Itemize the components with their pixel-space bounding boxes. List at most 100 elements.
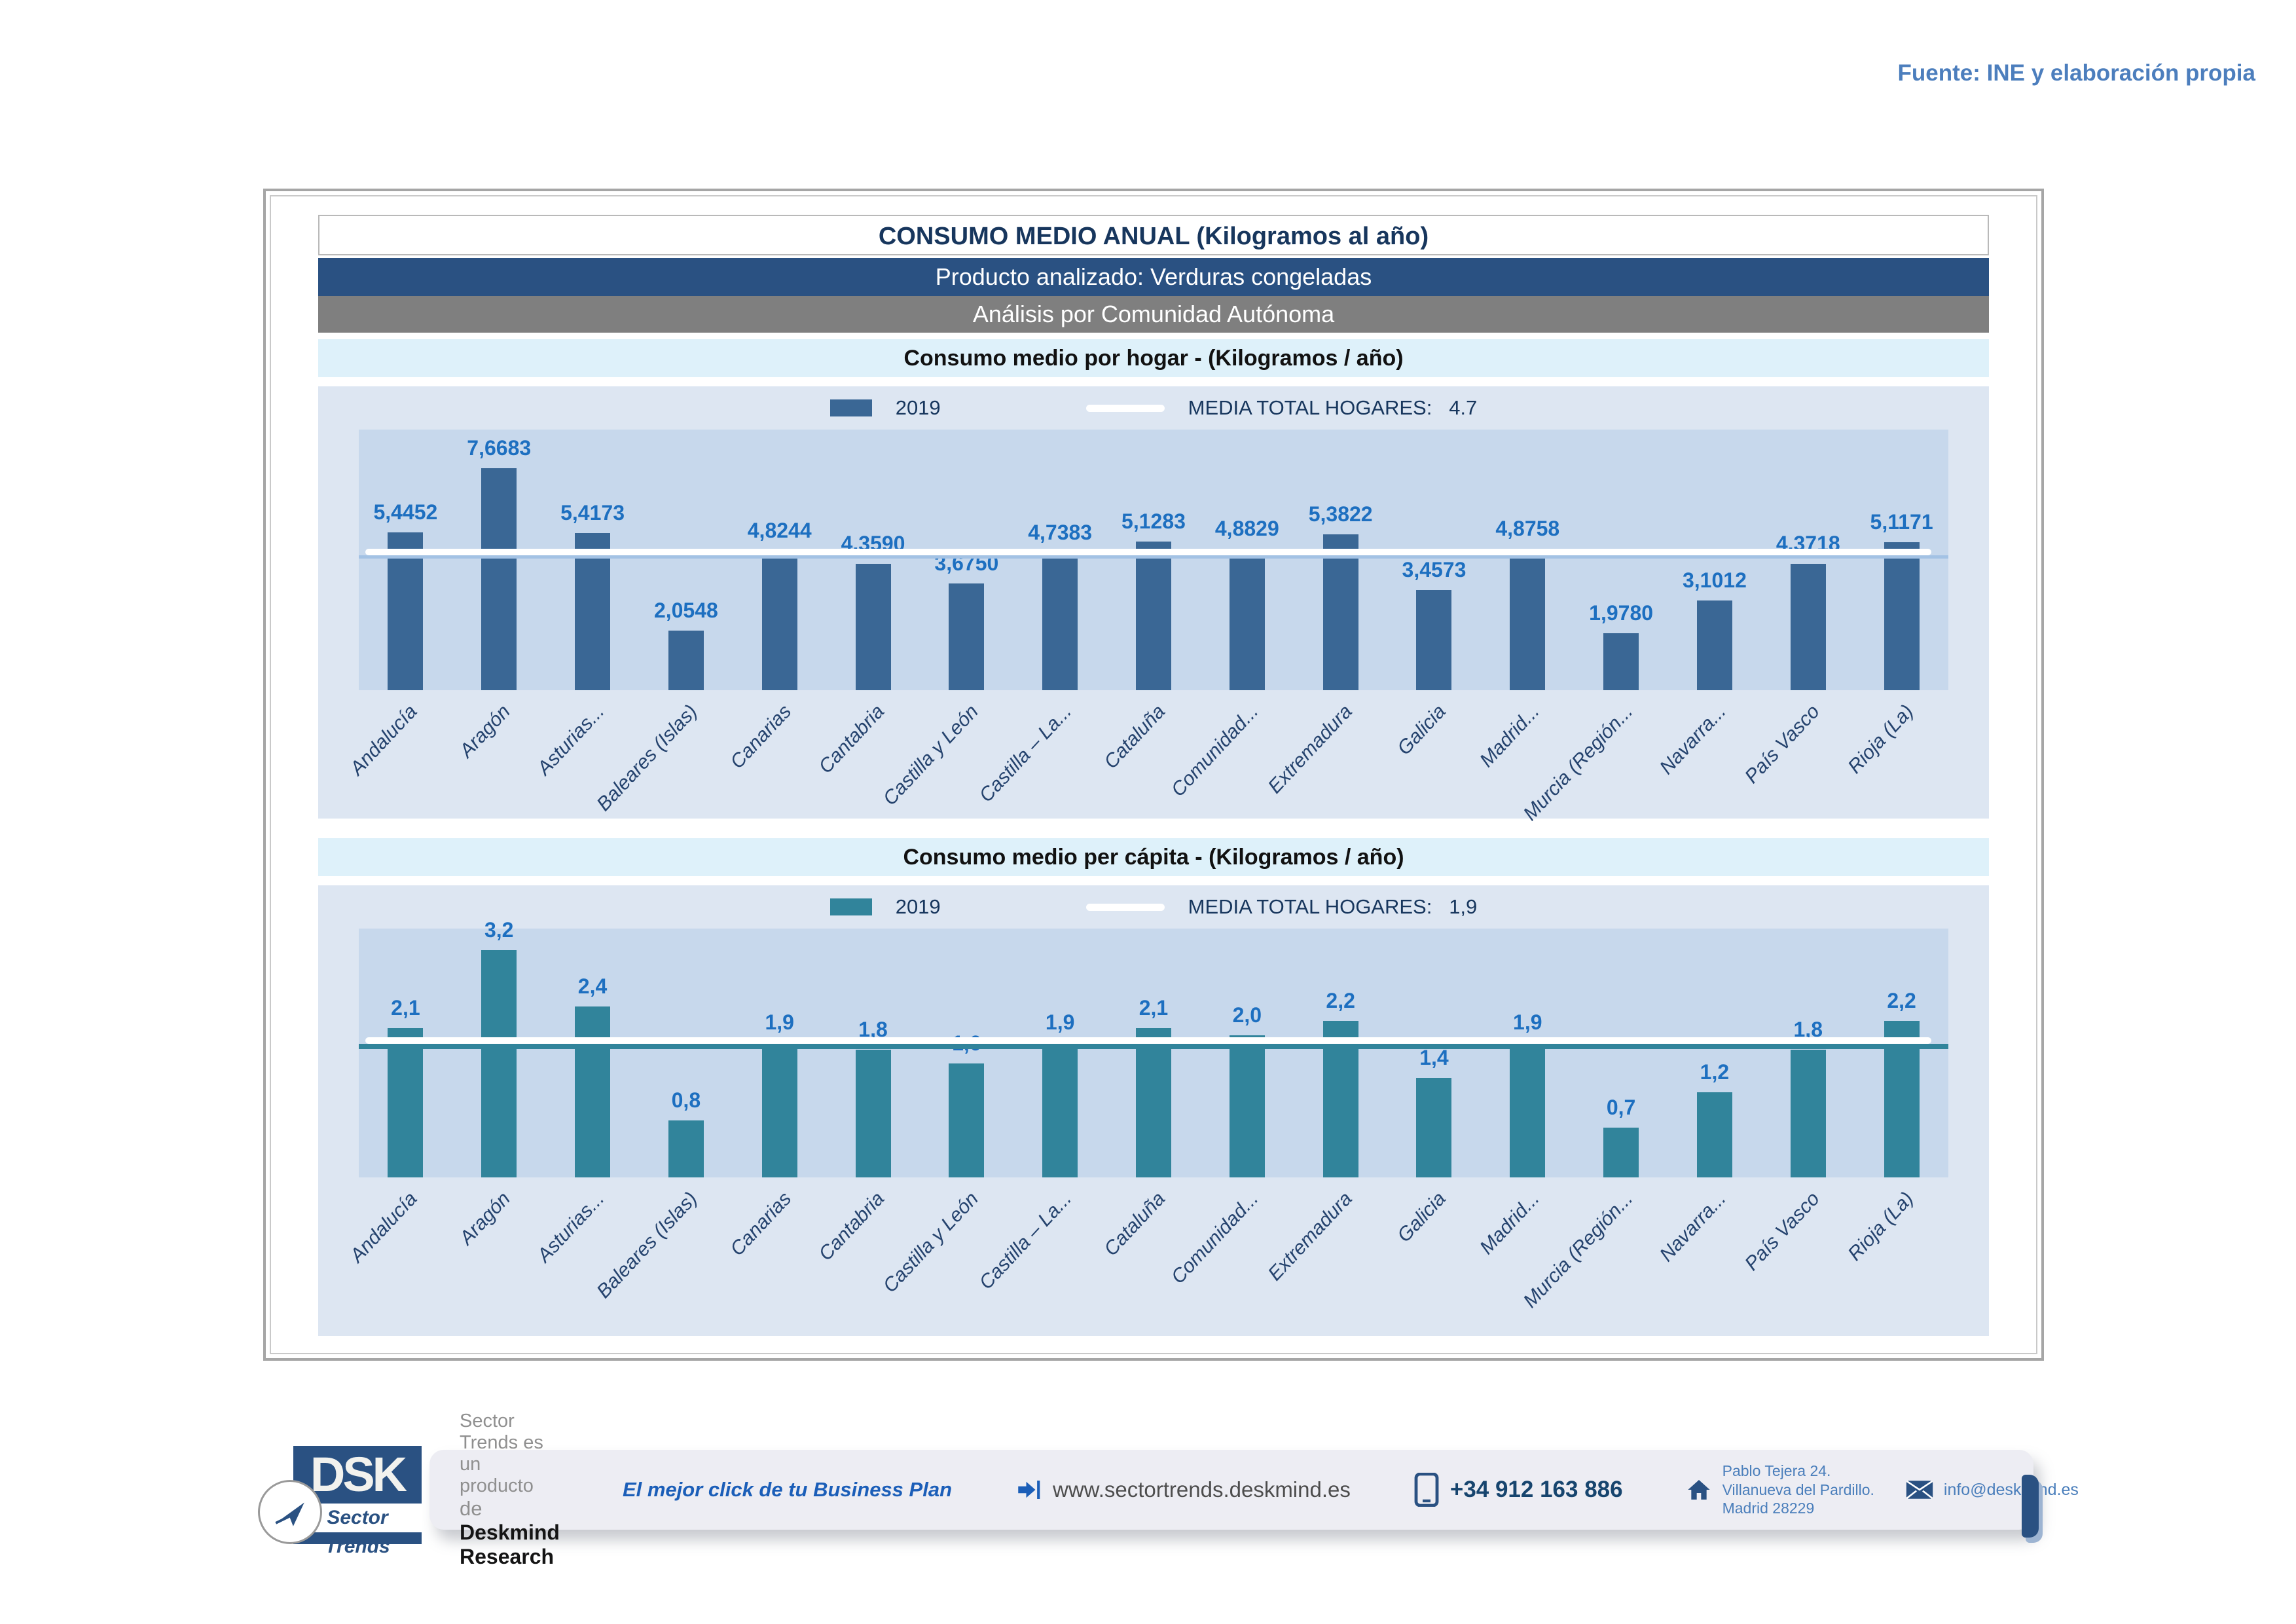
- value-label: 5,3822: [1308, 502, 1373, 526]
- footer-phone-group[interactable]: +34 912 163 886: [1413, 1473, 1623, 1507]
- bar-Baleares (Islas): [668, 631, 704, 690]
- bar-slot: 3,2: [452, 918, 546, 1177]
- bar-Navarra...: [1696, 600, 1732, 690]
- category-slot: Canarias: [726, 690, 826, 819]
- category-label: Madrid...: [1475, 701, 1544, 771]
- bar-slot: 0,8: [639, 929, 733, 1177]
- bar-slot: 4,3718: [1761, 430, 1855, 690]
- value-label: 4,8758: [1495, 517, 1560, 540]
- category-label: Cantabria: [814, 1188, 889, 1265]
- value-label: 4,8829: [1214, 517, 1279, 540]
- bar-Aragón: [481, 950, 517, 1177]
- category-label: Cataluña: [1100, 701, 1170, 773]
- bar-slot: 1,4: [1387, 929, 1481, 1177]
- category-slot: Aragón: [452, 690, 546, 819]
- category-label: Aragón: [456, 701, 515, 762]
- chart-per-capita: 2019 MEDIA TOTAL HOGARES: 1,9 2,1 3,2 2,4 0…: [318, 885, 1989, 1336]
- dsk-logo-subtitle: Sector Trends: [293, 1504, 422, 1557]
- bar-slot: 4,3590: [826, 430, 920, 690]
- bar-slot: 5,1283: [1107, 430, 1201, 690]
- chart2-title: Consumo medio per cápita - (Kilogramos /…: [318, 838, 1989, 876]
- bar-Baleares (Islas): [668, 1120, 704, 1177]
- bar-Cataluña: [1135, 1028, 1171, 1177]
- bar-slot: 5,4173: [546, 430, 640, 690]
- bar-Andalucía: [388, 532, 424, 690]
- bar-slot: 4,7383: [1013, 430, 1107, 690]
- bar-Extremadura: [1322, 534, 1358, 690]
- value-label: 2,0: [1232, 1003, 1262, 1027]
- dsk-logo: DSK Sector Trends: [258, 1446, 422, 1557]
- chart1-category-axis: Andalucía Aragón Asturias... Baleares (Isla…: [346, 690, 1948, 825]
- footer-accent-tab: [2022, 1475, 2039, 1538]
- chart2-media-line: [365, 1037, 1931, 1044]
- footer-phone[interactable]: +34 912 163 886: [1449, 1477, 1623, 1502]
- bar-Murcia (Región...: [1603, 1128, 1639, 1177]
- category-slot: Comunidad...: [1167, 690, 1294, 819]
- category-label: Andalucía: [346, 1188, 422, 1267]
- category-label: Aragón: [456, 1188, 515, 1249]
- footer-slogan: El mejor click de tu Business Plan: [622, 1478, 953, 1501]
- bar-slot: 7,6683: [452, 430, 546, 690]
- footer-url-group[interactable]: www.sectortrends.deskmind.es: [1015, 1476, 1351, 1504]
- category-slot: Castilla y León: [879, 1177, 1013, 1306]
- value-label: 5,1171: [1870, 510, 1933, 534]
- chart1-plot: 5,4452 7,6683 5,4173 2,0548 4,8244 4,3590 3,67…: [359, 430, 1948, 690]
- bar-slot: 1,9: [733, 929, 826, 1177]
- chart2-category-axis: Andalucía Aragón Asturias... Baleares (Isla…: [346, 1177, 1948, 1312]
- bar-País Vasco: [1790, 1050, 1826, 1177]
- value-label: 3,1012: [1682, 568, 1747, 592]
- series-2019-label: 2019: [895, 396, 941, 419]
- value-label: 1,9780: [1589, 601, 1654, 625]
- value-label: 1,9: [1045, 1010, 1075, 1034]
- media-label: MEDIA TOTAL HOGARES: 4.7: [1188, 396, 1478, 419]
- bar-Galicia: [1416, 1078, 1452, 1177]
- value-label: 2,4: [577, 974, 608, 998]
- category-label: Rioja (La): [1843, 701, 1918, 778]
- bar-slot: 2,0548: [639, 430, 733, 690]
- footer: Sector Trends es un producto de Deskmind…: [258, 1411, 2079, 1568]
- category-label: Cataluña: [1100, 1188, 1170, 1261]
- bar-Castilla y León: [949, 1063, 985, 1177]
- mail-icon: [1906, 1479, 1933, 1500]
- source-note: Fuente: INE y elaboración propia: [1897, 60, 2255, 86]
- bar-slot: 2,1: [1107, 929, 1201, 1177]
- bar-Comunidad...: [1229, 1035, 1265, 1177]
- category-label: Galicia: [1393, 1188, 1450, 1247]
- report-title: CONSUMO MEDIO ANUAL (Kilogramos al año): [318, 215, 1989, 255]
- home-icon: [1686, 1477, 1712, 1503]
- dsk-logo-band: [293, 1532, 422, 1544]
- series-2019-swatch: [829, 898, 872, 915]
- value-label: 5,4452: [373, 500, 438, 524]
- chart1-legend: 2019 MEDIA TOTAL HOGARES: 4.7: [318, 386, 1989, 430]
- footer-product-line1: Sector Trends es un producto: [460, 1411, 543, 1496]
- chart1-title: Consumo medio por hogar - (Kilogramos / …: [318, 339, 1989, 377]
- bar-Rioja (La): [1884, 542, 1920, 690]
- bar-slot: 4,8758: [1481, 430, 1575, 690]
- value-label: 1,9: [1513, 1010, 1542, 1034]
- category-slot: Cantabria: [815, 690, 920, 819]
- value-label: 0,8: [671, 1088, 701, 1112]
- category-label: Canarias: [725, 1188, 795, 1261]
- category-slot: Navarra...: [1656, 690, 1762, 819]
- footer-url[interactable]: www.sectortrends.deskmind.es: [1053, 1477, 1351, 1502]
- phone-icon: [1413, 1473, 1440, 1507]
- bar-Castilla – La...: [1042, 1043, 1078, 1177]
- value-label: 1,9: [765, 1010, 794, 1034]
- series-2019-label: 2019: [895, 895, 941, 918]
- footer-email-group[interactable]: info@deskmind.es: [1906, 1479, 2079, 1500]
- footer-email[interactable]: info@deskmind.es: [1943, 1480, 2079, 1499]
- chart1-media-line: [365, 549, 1931, 555]
- category-slot: Andalucía: [346, 1177, 452, 1306]
- category-slot: País Vasco: [1741, 690, 1855, 819]
- category-label: Galicia: [1393, 701, 1450, 760]
- category-label: Canarias: [725, 701, 795, 773]
- bar-Navarra...: [1696, 1092, 1732, 1177]
- category-label: Cantabria: [814, 701, 889, 778]
- bar-Canarias: [761, 551, 797, 690]
- bar-slot: 4,8244: [733, 430, 826, 690]
- category-label: Rioja (La): [1843, 1188, 1918, 1265]
- bar-Asturias...: [575, 533, 611, 690]
- bar-slot: 1,9: [1481, 929, 1575, 1177]
- bar-slot: 3,1012: [1668, 430, 1762, 690]
- bar-slot: 1,9: [1013, 929, 1107, 1177]
